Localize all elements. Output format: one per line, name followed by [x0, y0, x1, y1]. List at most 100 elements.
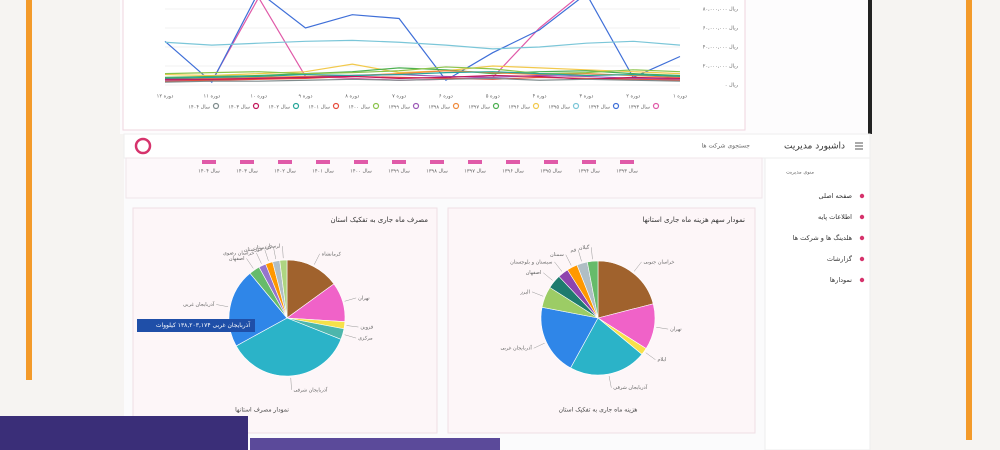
slice-label: تهران [358, 295, 370, 301]
series-line [164, 0, 681, 84]
legend-swatch [372, 102, 380, 110]
legend-swatch [252, 102, 260, 110]
menu-icon[interactable] [855, 142, 863, 150]
strip-label: سال ۱۳۹۴ [578, 169, 600, 175]
legend-swatch [572, 102, 580, 110]
legend-label: سال ۱۴۰۳ [228, 105, 250, 111]
leader-line [533, 342, 545, 349]
strip-label: سال ۱۳۹۹ [388, 169, 410, 175]
slice-label: قزوین [360, 325, 373, 331]
legend-swatch [612, 102, 620, 110]
series-line [164, 77, 681, 83]
leader-line [344, 334, 357, 339]
strip-swatch [202, 160, 216, 164]
slice-label: اصفهان [526, 270, 542, 276]
y-tick-label: ۰ ریال [725, 83, 739, 89]
pie-slice [597, 260, 654, 319]
pie-title: نمودار سهم هزینه ماه جاری استانها [642, 216, 745, 224]
x-tick-label: دوره ۲ [626, 94, 640, 100]
search-box[interactable]: جستجوی شرکت ها [702, 143, 751, 150]
strip-label: سال ۱۳۹۵ [540, 169, 562, 175]
menu-icon [859, 193, 865, 199]
dashboard-title: داشبورد مدیریت [784, 142, 845, 152]
legend-label: سال ۱۳۹۹ [388, 105, 410, 111]
strip-swatch [240, 160, 254, 164]
leader-line [554, 261, 563, 272]
slice-label: قم [570, 247, 576, 253]
menu-icon [859, 256, 865, 262]
slice-label: آذربایجان شرقی [613, 384, 647, 391]
y-tick-label: ۴۰,۰۰۰,۰۰۰ ریال [703, 45, 739, 51]
slice-label: لرستان [265, 244, 281, 250]
pie-slice [235, 317, 342, 377]
leader-line [531, 291, 544, 297]
leader-line [645, 352, 656, 360]
line-chart: ۰ ریال ۲۰,۰۰۰,۰۰۰ ریال ۴۰,۰۰۰,۰۰۰ ریال ۶۰,۰… [157, 0, 739, 111]
y-tick-label: ۶۰,۰۰۰,۰۰۰ ریال [703, 26, 739, 32]
pie-footer: هزینه ماه جاری به تفکیک استان [559, 407, 638, 414]
slice-label: تهران [670, 327, 682, 333]
slice-label: البرز [519, 289, 530, 295]
x-tick-label: دوره ۸ [345, 94, 359, 100]
strip-label: سال ۱۴۰۴ [198, 169, 220, 175]
menu-item[interactable]: صفحه اصلی [819, 192, 853, 200]
leader-line [256, 252, 262, 264]
slice-label: سیستان و بلوچستان [510, 259, 552, 265]
pie-slice [586, 260, 599, 319]
legend-swatch [652, 102, 660, 110]
x-tick-label: دوره ۱۲ [157, 94, 174, 100]
legend-swatch [532, 102, 540, 110]
pie-slice [286, 259, 335, 319]
purple-block [0, 416, 248, 450]
x-tick-label: دوره ۹ [298, 94, 312, 100]
slice-label: آذربایجان شرقی [294, 386, 328, 393]
leader-line [246, 258, 254, 269]
leader-line [656, 326, 669, 330]
legend-label: سال ۱۴۰۰ [348, 105, 370, 111]
strip-label: سال ۱۳۹۶ [502, 169, 524, 175]
x-tick-label: دوره ۶ [439, 94, 453, 100]
legend-label: سال ۱۳۹۸ [428, 105, 450, 111]
orange-strip [966, 0, 972, 440]
sidebar-menu: منوی مدیریت صفحه اصلی اطلاعات پایه هلدینگ ه… [786, 170, 865, 284]
leader-line [273, 247, 277, 260]
leader-line [314, 253, 320, 265]
monitor-edge [868, 0, 872, 134]
leader-line [344, 297, 357, 302]
slice-label: خوزستان [244, 247, 263, 253]
sidebar [764, 157, 871, 450]
strip-swatch [582, 160, 596, 164]
strip-label: سال ۱۴۰۰ [350, 169, 372, 175]
logo [134, 137, 152, 155]
top-bar [123, 133, 871, 159]
strip-swatch [392, 160, 406, 164]
menu-item[interactable]: نمودارها [830, 276, 852, 284]
x-tick-label: دوره ۱ [673, 94, 687, 100]
year-strip [125, 157, 763, 199]
slice-label: کردستان [253, 245, 272, 251]
strip-label: سال ۱۳۹۸ [426, 169, 448, 175]
legend-swatch [212, 102, 220, 110]
x-tick-label: دوره ۱۰ [250, 94, 267, 100]
legend-swatch [332, 102, 340, 110]
legend-label: سال ۱۴۰۴ [188, 105, 210, 111]
slice-label: خراسان رضوی [223, 250, 254, 256]
leader-line [591, 247, 593, 260]
orange-strip [26, 0, 32, 380]
legend-label: سال ۱۴۰۱ [308, 105, 330, 111]
strip-swatch [278, 160, 292, 164]
menu-item[interactable]: اطلاعات پایه [818, 213, 852, 221]
strip-swatch [430, 160, 444, 164]
tooltip-box [137, 319, 255, 332]
legend-swatch [292, 102, 300, 110]
year-legend: سال ۱۳۹۳ سال ۱۳۹۴ سال ۱۳۹۵ سال ۱۳۹۶ سال ۱۳۹۷… [198, 160, 638, 175]
leader-line [543, 272, 553, 281]
strip-swatch [544, 160, 558, 164]
menu-item[interactable]: هلدینگ ها و شرکت ها [793, 234, 853, 242]
leader-line [282, 246, 284, 259]
strip-swatch [316, 160, 330, 164]
leader-line [633, 261, 642, 272]
menu-item[interactable]: گزارشات [827, 255, 853, 263]
slice-label: کرمانشاه [322, 251, 342, 257]
